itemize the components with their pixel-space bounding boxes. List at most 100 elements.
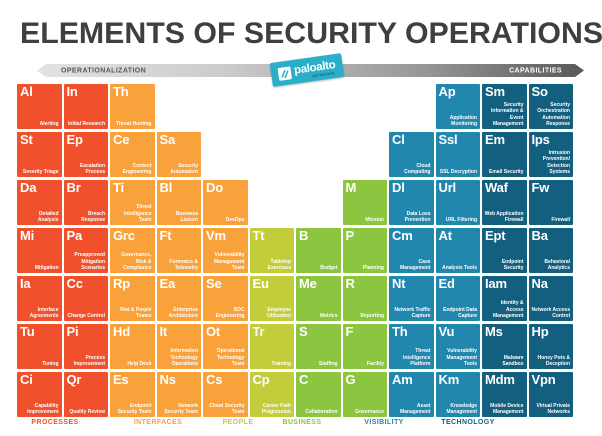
element-symbol: Se <box>206 276 222 291</box>
element-name: Staffing <box>318 360 338 367</box>
element-St-r2: St Severity Triage <box>17 132 62 177</box>
element-symbol: Cs <box>206 372 223 387</box>
element-name: Business Liaison <box>175 210 198 223</box>
element-symbol: Nt <box>392 276 406 291</box>
element-Ap-r1: Ap Application Monitoring <box>435 84 480 129</box>
element-Qr-r7: Qr Quality Review <box>63 372 108 417</box>
element-name: Governance, Risk & Compliance <box>121 252 152 271</box>
element-name: Operational Technology Team <box>216 348 245 367</box>
element-symbol: Ia <box>20 276 31 291</box>
page-title: ELEMENTS OF SECURITY OPERATIONS <box>20 17 602 50</box>
element-name: Interface Agreements <box>29 306 59 319</box>
element-name: Collaboration <box>305 408 338 415</box>
element-Ci-r7: Ci Capability Improvement <box>17 372 62 417</box>
element-name: Mobile Device Management <box>490 402 524 415</box>
element-symbol: Cm <box>392 228 413 243</box>
element-symbol: Ips <box>531 132 550 147</box>
element-Cs-r7: Cs Cloud Security Team <box>203 372 248 417</box>
element-Ed-r5: Ed Endpoint Data Capture <box>435 276 480 321</box>
element-name: Behavioral Analytics <box>544 258 570 271</box>
element-Ea-r5: Ea Enterprise Architecture <box>156 276 201 321</box>
element-name: Case Management <box>399 258 431 271</box>
element-Mdm-r7: Mdm Mobile Device Management <box>482 372 527 417</box>
element-symbol: Ea <box>159 276 176 291</box>
element-M-r3: M Mission <box>342 180 387 225</box>
category-label-processes: PROCESSES <box>31 419 79 426</box>
element-name: Quality Review <box>69 408 105 415</box>
element-Se-r5: Se SOC Engineering <box>203 276 248 321</box>
element-symbol: Ep <box>66 132 83 147</box>
element-Ep-r2: Ep Escalation Process <box>63 132 108 177</box>
element-symbol: Bl <box>159 180 173 195</box>
element-name: Initial Research <box>68 120 105 127</box>
element-Rp-r5: Rp Red & Purple Teams <box>110 276 155 321</box>
element-Ti-r3: Ti Threat Intelligence Team <box>110 180 155 225</box>
element-Tr-r6: Tr Training <box>249 324 294 369</box>
element-name: Knowledge Management <box>446 402 477 415</box>
element-Url-r3: Url URL Filtering <box>435 180 480 225</box>
element-name: URL Filtering <box>445 216 477 223</box>
element-symbol: Tu <box>20 324 35 339</box>
element-symbol: Al <box>20 84 33 99</box>
element-symbol: Ap <box>438 84 456 99</box>
element-symbol: Mdm <box>485 372 515 387</box>
element-name: Planning <box>362 264 384 271</box>
element-S-r6: S Staffing <box>296 324 341 369</box>
element-symbol: Waf <box>485 180 508 195</box>
category-label-people: PEOPLE <box>222 419 254 426</box>
element-Ips-r2: Ips Intrusion Prevention/ Detection Syste… <box>528 132 573 177</box>
element-Am-r7: Am Asset Management <box>389 372 434 417</box>
element-symbol: Ssl <box>438 132 458 147</box>
element-Na-r5: Na Network Access Control <box>528 276 573 321</box>
element-name: Help Desk <box>127 360 152 367</box>
category-label-interfaces: INTERFACES <box>133 419 183 426</box>
element-symbol: G <box>345 372 356 387</box>
element-name: Security Information & Event Management <box>491 102 524 127</box>
element-Vu-r6: Vu Vulnerability Management Tools <box>435 324 480 369</box>
element-Vpn-r7: Vpn Virtual Private Networks <box>528 372 573 417</box>
element-name: Security Orchestration Automation Respon… <box>537 102 570 127</box>
element-symbol: B <box>299 228 309 243</box>
element-symbol: Ci <box>20 372 33 387</box>
element-Dl-r3: Dl Data Loss Prevention <box>389 180 434 225</box>
element-Tu-r6: Tu Tuning <box>17 324 62 369</box>
element-Br-r3: Br Breach Response <box>63 180 108 225</box>
element-name: Escalation Process <box>79 162 105 175</box>
element-name: Forensics & Telemetry <box>169 258 198 271</box>
element-name: Severity Triage <box>22 168 59 175</box>
element-symbol: At <box>438 228 453 243</box>
element-symbol: Iam <box>485 276 507 291</box>
element-name: Application Monitoring <box>449 114 477 127</box>
element-Bl-r3: Bl Business Liaison <box>156 180 201 225</box>
element-symbol: In <box>66 84 78 99</box>
element-name: Vulnerability Management Tools <box>446 348 477 367</box>
element-name: Asset Management <box>399 402 431 415</box>
element-name: Network Access Control <box>531 306 570 319</box>
element-Vm-r4: Vm Vulnerability Management Team <box>203 228 248 273</box>
capabilities-label: CAPABILITIES <box>509 67 562 74</box>
element-symbol: Vm <box>206 228 226 243</box>
element-name: Endpoint Security <box>501 258 524 271</box>
category-legend: PROCESSES INTERFACES PEOPLE BUSINESS VIS… <box>0 417 602 429</box>
element-R-r5: R Reporting <box>342 276 387 321</box>
element-It-r6: It Information Technology Operations <box>156 324 201 369</box>
element-Sa-r2: Sa Security Automation <box>156 132 201 177</box>
element-symbol: Ed <box>438 276 455 291</box>
element-Km-r7: Km Knowledge Management <box>435 372 480 417</box>
element-C-r7: C Collaboration <box>296 372 341 417</box>
element-In-r1: In Initial Research <box>63 84 108 129</box>
element-symbol: Qr <box>66 372 82 387</box>
element-Ia-r5: Ia Interface Agreements <box>17 276 62 321</box>
element-name: Tuning <box>42 360 59 367</box>
element-symbol: Cp <box>252 372 270 387</box>
element-symbol: Pa <box>66 228 83 243</box>
element-Sm-r1: Sm Security Information & Event Managemen… <box>482 84 527 129</box>
element-symbol: Mi <box>20 228 35 243</box>
element-name: Content Engineering <box>122 162 152 175</box>
element-Waf-r3: Waf Web Application Firewall <box>482 180 527 225</box>
element-name: Metrics <box>319 312 338 319</box>
element-name: Security Automation <box>170 162 198 175</box>
element-symbol: It <box>159 324 168 339</box>
element-symbol: Cc <box>66 276 83 291</box>
element-name: Malware Sandbox <box>502 354 524 367</box>
